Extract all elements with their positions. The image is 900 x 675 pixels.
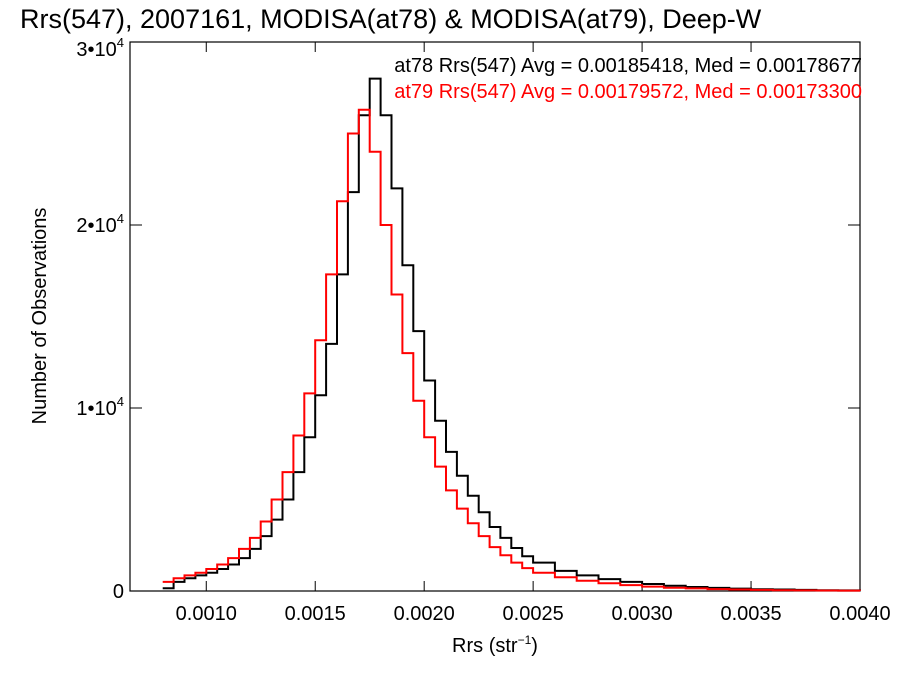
y-tick-label-exponent: 4 (117, 35, 124, 50)
y-tick-label: 3•104 (76, 35, 124, 61)
y-tick-label: 0 (113, 581, 124, 603)
x-axis-label-text: Rrs (str (452, 635, 518, 657)
x-tick-label: 0.0020 (394, 603, 455, 625)
y-tick-label-base: 3•10 (76, 39, 116, 61)
x-axis-label: Rrs (str−1) (452, 633, 538, 657)
x-tick-label: 0.0025 (503, 603, 564, 625)
series-lines (162, 77, 861, 592)
y-tick-label-base: 2•10 (76, 215, 116, 237)
y-tick-label-base: 1•10 (76, 398, 116, 420)
x-axis-ticks: 0.0010 0.0015 0.0020 0.0025 0.0030 0.0035 0.00… (176, 42, 891, 625)
x-tick-label: 0.0015 (285, 603, 346, 625)
x-tick-label: 0.0010 (176, 603, 237, 625)
x-axis-label-exponent: −1 (518, 633, 532, 647)
y-tick-label-base: 0 (113, 581, 124, 603)
x-tick-label: 0.0040 (829, 603, 890, 625)
x-tick-label: 0.0030 (612, 603, 673, 625)
plot-frame (129, 41, 861, 592)
legend-entry-at78: at78 Rrs(547) Avg = 0.00185418, Med = 0.… (394, 55, 862, 77)
y-tick-label: 2•104 (76, 211, 124, 237)
x-tick-label: 0.0035 (720, 603, 781, 625)
y-axis-label: Number of Observations (29, 208, 51, 425)
x-axis-label-close: ) (531, 635, 538, 657)
legend-entry-at79: at79 Rrs(547) Avg = 0.00179572, Med = 0.… (394, 81, 862, 103)
series-line-at78 (162, 77, 861, 592)
y-tick-label-exponent: 4 (117, 211, 124, 226)
y-tick-label: 1•104 (76, 394, 124, 420)
y-tick-label-exponent: 4 (117, 394, 124, 409)
chart-title: Rrs(547), 2007161, MODISA(at78) & MODISA… (20, 4, 762, 34)
series-line-at79 (162, 108, 861, 592)
